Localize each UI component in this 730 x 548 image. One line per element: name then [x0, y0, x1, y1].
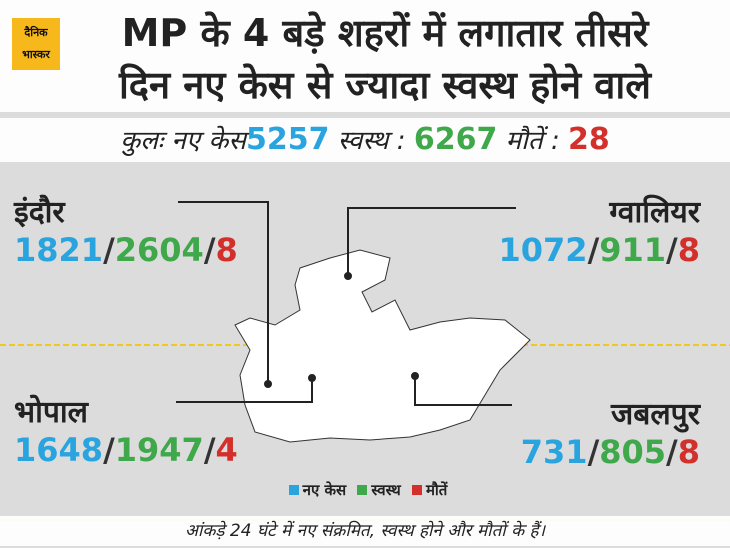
label: कुलः	[120, 126, 164, 156]
separator: /	[103, 431, 115, 469]
mp-map	[234, 249, 531, 443]
separator: /	[666, 433, 678, 471]
separator: /	[203, 431, 216, 469]
legend-label: नए केस	[302, 481, 347, 499]
city-block: जबलपुर 731/805/8	[521, 392, 700, 471]
separator: /	[203, 231, 216, 269]
value: 8	[677, 231, 700, 269]
totals: कुलः नए केस5257 स्वस्थ : 6267 मौतें : 28	[0, 118, 730, 162]
value: 5257	[245, 122, 330, 157]
city-numbers: 1648/1947/4	[14, 431, 238, 469]
city-block: ग्वालियर 1072/911/8	[499, 190, 701, 269]
footnote: आंकड़े 24 घंटे में नए संक्रमित, स्वस्थ ह…	[0, 516, 730, 546]
label: नए केस	[171, 126, 246, 156]
value: 1072	[498, 231, 588, 269]
separator: /	[587, 231, 600, 269]
city-name: ग्वालियर	[609, 195, 700, 230]
value: 805	[599, 433, 667, 471]
city-block: भोपाल 1648/1947/4	[14, 390, 238, 469]
title: MP के 4 बड़े शहरों में लगातार तीसरे	[121, 11, 649, 55]
value: 28	[568, 122, 610, 157]
value: 8	[215, 231, 238, 269]
connectors	[176, 201, 516, 406]
value: 2604	[114, 231, 204, 269]
legend-label: स्वस्थ	[371, 481, 401, 499]
value: 1648	[14, 431, 104, 469]
legend-label: मौतें	[425, 481, 448, 499]
value: 911	[599, 231, 667, 269]
separator: /	[103, 231, 115, 269]
title: दिन नए केस से ज्यादा स्वस्थ होने वाले	[118, 63, 652, 107]
value: 1947	[114, 431, 204, 469]
separator: /	[587, 433, 600, 471]
title-band: दैनिक भास्कर MP के 4 बड़े शहरों में लगात…	[0, 0, 730, 112]
value: 6267	[413, 122, 498, 157]
city-name: भोपाल	[14, 395, 89, 430]
city-name: जबलपुर	[610, 397, 700, 432]
label: मौतें :	[505, 126, 560, 156]
legend: नए केस स्वस्थ मौतें	[0, 480, 730, 500]
city-numbers: 731/805/8	[521, 433, 700, 471]
city-name: इंदौर	[14, 195, 65, 230]
value: 4	[215, 431, 238, 469]
separator: /	[666, 231, 678, 269]
value: 8	[677, 433, 700, 471]
city-block: इंदौर 1821/2604/8	[14, 190, 238, 269]
value: 1821	[14, 231, 104, 269]
logo: दैनिक भास्कर	[12, 18, 60, 70]
city-numbers: 1821/2604/8	[14, 231, 238, 269]
label: स्वस्थ :	[337, 126, 406, 156]
city-numbers: 1072/911/8	[499, 231, 701, 269]
value: 731	[520, 433, 588, 471]
